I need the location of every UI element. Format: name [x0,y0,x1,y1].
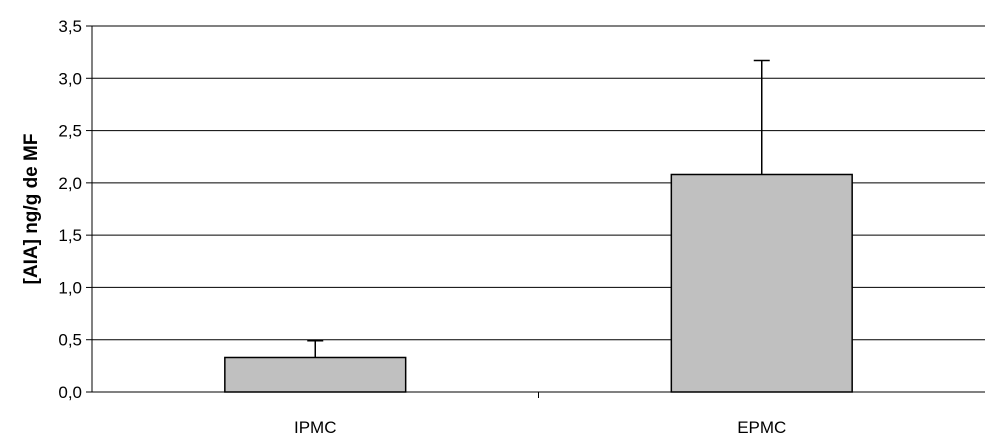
y-tick-label: 3,0 [58,69,82,88]
y-axis-title: [AIA] ng/g de MF [21,134,42,285]
y-tick-label: 2,5 [58,122,82,141]
y-tick-labels: 0,0 0,5 1,0 1,5 2,0 2,5 3,0 3,5 [58,17,92,402]
x-tick-labels: IPMC EPMC [294,392,786,437]
y-tick-label: 0,0 [58,383,82,402]
y-tick-label: 0,5 [58,331,82,350]
bar-epmc [670,173,853,393]
y-tick-label: 1,0 [58,278,82,297]
gridlines [92,25,985,341]
error-bars [307,59,770,358]
bar-ipmc [224,356,407,393]
x-tick-label: EPMC [737,418,786,437]
y-tick-label: 2,0 [58,174,82,193]
y-tick-label: 1,5 [58,226,82,245]
y-tick-label: 3,5 [58,17,82,36]
bars [224,173,853,393]
x-tick-label: IPMC [294,418,337,437]
